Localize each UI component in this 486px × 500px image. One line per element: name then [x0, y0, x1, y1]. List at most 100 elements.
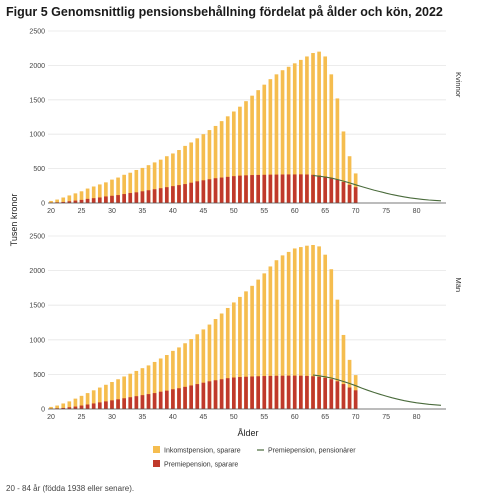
bar-inkomstpension — [292, 63, 297, 203]
bar-premiepension — [128, 193, 133, 203]
bar-premiepension — [91, 403, 96, 409]
bar-inkomstpension — [244, 291, 248, 409]
bar-premiepension — [311, 376, 315, 409]
bar-premiepension — [219, 379, 224, 409]
bar-premiepension — [91, 198, 96, 203]
bar-premiepension — [341, 182, 346, 203]
bar-premiepension — [280, 174, 285, 203]
x-tick-label: 60 — [291, 208, 299, 215]
chart-title: Figur 5 Genomsnittlig pensionsbehållning… — [6, 5, 443, 19]
bar-premiepension — [73, 406, 78, 409]
bar-inkomstpension — [91, 390, 96, 409]
bar-premiepension — [97, 197, 102, 203]
x-tick-label: 80 — [413, 414, 421, 421]
bar-inkomstpension — [67, 401, 72, 409]
bar-inkomstpension — [140, 368, 145, 409]
x-tick-label: 35 — [139, 208, 147, 215]
bar-inkomstpension — [171, 153, 175, 203]
bar-inkomstpension — [134, 169, 139, 203]
bar-premiepension — [201, 180, 206, 203]
bar-inkomstpension — [116, 177, 120, 203]
bar-premiepension — [292, 174, 297, 203]
x-tick-label: 55 — [260, 414, 268, 421]
x-axis-label: Ålder — [237, 428, 258, 438]
bar-inkomstpension — [292, 248, 297, 409]
bar-inkomstpension — [116, 379, 120, 409]
bar-inkomstpension — [341, 334, 346, 409]
bar-inkomstpension — [104, 384, 108, 409]
bar-inkomstpension — [286, 66, 291, 203]
bar-inkomstpension — [128, 373, 133, 409]
bar-premiepension — [317, 175, 321, 203]
bar-premiepension — [201, 382, 206, 409]
bar-inkomstpension — [262, 84, 267, 203]
bar-premiepension — [280, 375, 285, 409]
bar-premiepension — [61, 407, 66, 409]
bar-premiepension — [329, 177, 334, 203]
bar-inkomstpension — [280, 255, 285, 409]
bar-premiepension — [274, 174, 279, 203]
bar-premiepension — [219, 177, 224, 203]
bar-inkomstpension — [91, 186, 96, 203]
x-tick-label: 40 — [169, 414, 177, 421]
x-tick-label: 45 — [199, 208, 207, 215]
bar-premiepension — [146, 190, 151, 203]
bar-premiepension — [335, 179, 340, 203]
bar-inkomstpension — [213, 125, 218, 203]
bar-premiepension — [238, 377, 242, 409]
bar-premiepension — [317, 376, 321, 409]
bar-premiepension — [268, 174, 273, 203]
bar-inkomstpension — [134, 370, 139, 409]
bar-inkomstpension — [128, 172, 133, 203]
legend-swatch — [153, 446, 160, 453]
bar-premiepension — [152, 189, 157, 203]
bar-inkomstpension — [183, 145, 187, 203]
bar-premiepension — [323, 377, 328, 409]
x-tick-label: 25 — [78, 414, 86, 421]
bar-inkomstpension — [79, 395, 84, 409]
y-tick-label: 2500 — [29, 29, 45, 36]
bar-premiepension — [158, 188, 163, 203]
bar-inkomstpension — [158, 358, 163, 409]
bar-premiepension — [110, 195, 114, 203]
line-premiepension-pensionarer — [312, 374, 442, 406]
bar-premiepension — [207, 179, 212, 203]
bar-premiepension — [183, 386, 187, 409]
bar-premiepension — [85, 404, 90, 409]
bar-premiepension — [207, 381, 212, 409]
bar-inkomstpension — [110, 179, 114, 203]
bar-premiepension — [134, 192, 139, 203]
bar-premiepension — [195, 181, 200, 203]
x-tick-label: 25 — [78, 208, 86, 215]
bar-inkomstpension — [213, 319, 218, 409]
x-tick-label: 65 — [321, 414, 329, 421]
bar-premiepension — [305, 375, 309, 409]
bar-inkomstpension — [152, 162, 157, 203]
bar-premiepension — [116, 399, 120, 409]
bar-inkomstpension — [85, 188, 90, 203]
bar-inkomstpension — [189, 339, 193, 409]
footnote: 20 - 84 år (födda 1938 eller senare). — [6, 484, 135, 493]
bar-premiepension — [85, 198, 90, 203]
bar-inkomstpension — [61, 403, 66, 409]
bar-inkomstpension — [305, 245, 309, 409]
bar-inkomstpension — [256, 90, 261, 203]
bar-inkomstpension — [244, 101, 248, 203]
bar-inkomstpension — [177, 150, 181, 203]
x-tick-label: 50 — [230, 414, 238, 421]
bar-inkomstpension — [49, 200, 53, 203]
bar-inkomstpension — [73, 398, 78, 409]
bar-inkomstpension — [140, 167, 145, 203]
bar-inkomstpension — [201, 329, 206, 409]
panel-label: Män — [454, 278, 463, 293]
bar-premiepension — [353, 187, 358, 203]
bar-inkomstpension — [158, 159, 163, 203]
bar-premiepension — [189, 385, 193, 409]
bar-inkomstpension — [299, 59, 303, 204]
legend-label: Inkomstpension, sparare — [164, 448, 241, 455]
x-tick-label: 60 — [291, 414, 299, 421]
bar-premiepension — [146, 394, 151, 409]
bar-inkomstpension — [49, 406, 53, 409]
bar-premiepension — [104, 196, 108, 203]
panel-label: Kvinnor — [454, 72, 463, 98]
